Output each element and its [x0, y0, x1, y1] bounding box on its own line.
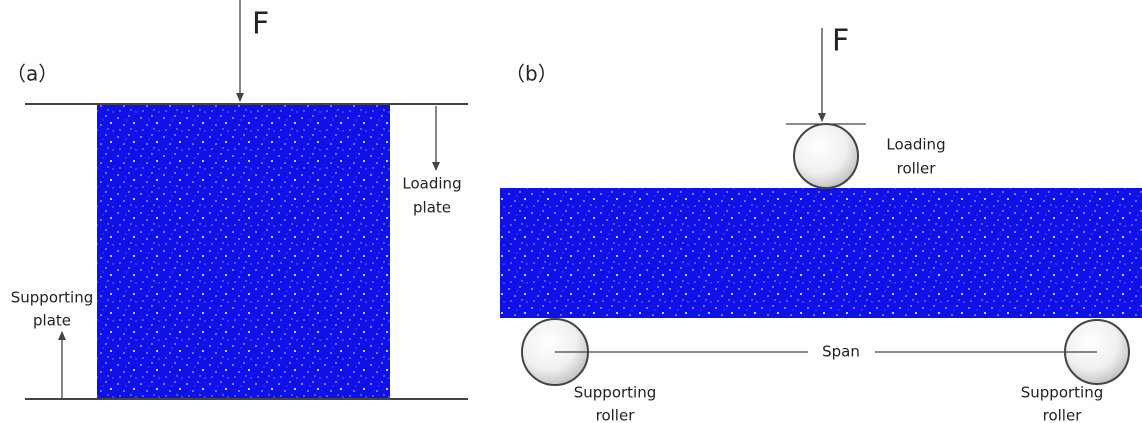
- annotation: Loading: [886, 136, 945, 154]
- annotation: roller: [897, 160, 937, 178]
- panel-b: （b） F Loading roller Span Supporting rol…: [500, 24, 1142, 423]
- annotation: Supporting: [11, 289, 94, 307]
- panel-label: （a）: [6, 62, 58, 86]
- loading-roller: [793, 123, 859, 189]
- specimen: [500, 188, 1142, 318]
- annotation: Loading: [402, 175, 461, 193]
- annotation: Supporting: [1021, 384, 1104, 402]
- annotation: Supporting: [574, 384, 657, 402]
- annotation: plate: [33, 312, 71, 330]
- span-label: Span: [822, 343, 860, 361]
- force-label: F: [252, 7, 269, 42]
- panel-label: （b）: [505, 62, 558, 86]
- specimen: [97, 104, 390, 399]
- force-label: F: [832, 24, 849, 59]
- panel-a: （a） F Loading plate Supporting plate: [6, 0, 468, 400]
- annotation: roller: [596, 407, 636, 423]
- annotation: plate: [413, 199, 451, 217]
- annotation: roller: [1043, 407, 1083, 423]
